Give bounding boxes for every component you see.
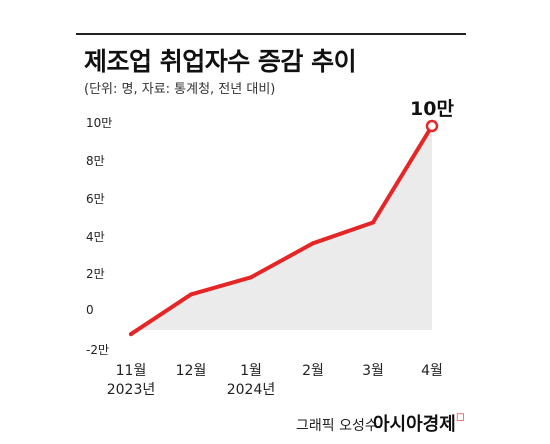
highlight-point [425, 119, 439, 133]
area-fill [131, 126, 432, 335]
data-point [249, 275, 253, 280]
y-tick-label: 10만 [86, 116, 113, 130]
data-point [129, 332, 133, 337]
x-tick-label: 1월 [240, 363, 262, 379]
x-tick-label: 4월 [421, 363, 443, 379]
y-tick-label: 6만 [86, 191, 105, 206]
x-tick-label: 12월 [175, 363, 207, 379]
y-tick-label: 4만 [86, 229, 105, 244]
y-tick-label: -2만 [86, 343, 110, 357]
y-tick-label: 2만 [86, 267, 105, 282]
series-line [129, 124, 434, 337]
y-tick-label: 8만 [86, 153, 105, 168]
x-year-label: 2023년 [106, 382, 156, 398]
data-point [189, 292, 193, 297]
x-tick-label: 11월 [115, 363, 147, 379]
x-tick-label: 2월 [302, 363, 324, 379]
chart-subtitle: (단위: 명, 자료: 통계청, 전년 대비) [84, 82, 276, 97]
brand-mark-icon: ◻ [455, 410, 465, 423]
data-point [371, 220, 375, 225]
chart-title: 제조업 취업자수 증감 추이 [84, 47, 357, 76]
brand-logo: 아시아경제◻ [373, 410, 465, 435]
x-tick-label: 3월 [362, 363, 384, 379]
graphic-credit: 그래픽 오성수 [296, 418, 378, 434]
peak-value-label: 10만 [410, 98, 454, 120]
y-tick-label: 0 [86, 303, 94, 318]
data-point [311, 241, 315, 246]
title-rule [76, 33, 466, 35]
x-year-label: 2024년 [226, 382, 276, 398]
